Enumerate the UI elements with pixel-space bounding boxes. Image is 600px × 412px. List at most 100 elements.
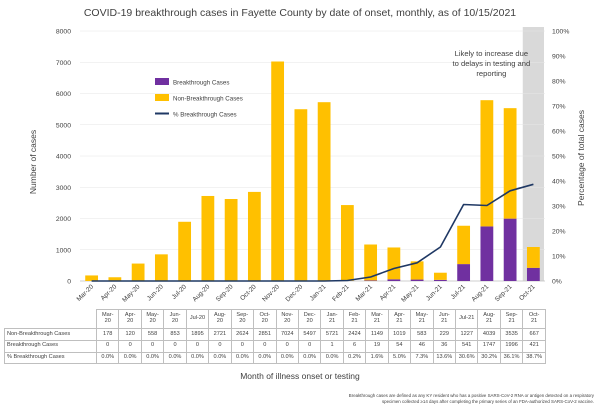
- table-col-header: Dec- 20: [297, 309, 322, 329]
- table-cell: 1747: [477, 339, 501, 353]
- bar-breakthrough: [387, 279, 401, 281]
- y-axis-label: Number of cases: [28, 130, 38, 194]
- bar-non-breakthrough: [526, 247, 540, 268]
- table-col-header: May- 20: [140, 309, 165, 329]
- table-cell: 1996: [499, 339, 524, 353]
- y2-tick-label: 40%: [552, 179, 566, 186]
- bar-breakthrough: [433, 279, 447, 281]
- y-tick-label: 8000: [56, 29, 71, 36]
- table-cell: 3535: [499, 328, 524, 341]
- table-cell: 30.2%: [477, 351, 501, 365]
- x-tick-label: Mar-21: [355, 283, 375, 303]
- table-cell: 2721: [208, 328, 232, 341]
- table-cell: 46: [410, 339, 434, 353]
- table-cell: 54: [387, 339, 412, 353]
- x-tick-label: Jan-21: [309, 283, 328, 302]
- table-col-header: Apr- 21: [387, 309, 412, 329]
- y2-tick-label: 20%: [552, 229, 566, 236]
- table-cell: 0.0%: [320, 351, 344, 365]
- table-row: Breakthrough Cases 0 0 0 0 0 0 0 0 0 0 1 6 19 54 46 36 54…: [4, 339, 546, 353]
- table-col-header: Jun- 20: [163, 309, 187, 329]
- table-row-label: % Breakthrough Cases: [4, 351, 97, 365]
- bar-non-breakthrough: [503, 108, 517, 219]
- table-cell: 0.0%: [140, 351, 165, 365]
- table-cell: 0.0%: [230, 351, 255, 365]
- table-col-header: Sep- 21: [499, 309, 524, 329]
- footnote: Breakthrough cases are defined as any KY…: [264, 393, 594, 405]
- bar-breakthrough: [526, 267, 540, 281]
- table-cell: 5.0%: [387, 351, 412, 365]
- table-cell: 0: [163, 339, 187, 353]
- table-col-header: Mar- 21: [365, 309, 389, 329]
- table-cell: 6: [342, 339, 367, 353]
- bar-non-breakthrough: [457, 225, 471, 265]
- bar-layer: [85, 61, 540, 281]
- x-tick-label: Jun-20: [146, 283, 165, 302]
- legend-label: Non-Breakthrough Cases: [173, 96, 243, 103]
- y2-tick-label: 80%: [552, 79, 566, 86]
- bar-non-breakthrough: [201, 195, 215, 281]
- table-cell: 0.0%: [297, 351, 322, 365]
- table-cell: 541: [454, 339, 479, 353]
- table-col-header: Aug- 21: [477, 309, 501, 329]
- y-tick-label: 4000: [56, 154, 71, 161]
- table-cell: 0: [297, 339, 322, 353]
- y-tick-label: 0: [67, 279, 71, 286]
- table-cell: 36.1%: [499, 351, 524, 365]
- table-cell: 30.6%: [454, 351, 479, 365]
- table-col-header: Jun- 21: [432, 309, 457, 329]
- table-col-header: Aug- 20: [208, 309, 232, 329]
- legend-label: Breakthrough Cases: [173, 80, 229, 87]
- table-cell: 0.0%: [95, 351, 120, 365]
- table-cell: 0: [253, 339, 277, 353]
- table-cell: 1895: [185, 328, 210, 341]
- table-cell: 13.6%: [432, 351, 457, 365]
- x-tick-label: Feb-21: [331, 283, 351, 303]
- table-cell: 0: [118, 339, 142, 353]
- bar-non-breakthrough: [317, 102, 331, 281]
- table-col-header: Sep- 20: [230, 309, 255, 329]
- bar-non-breakthrough: [433, 272, 447, 280]
- x-axis-label: Month of illness onset or testing: [240, 371, 360, 381]
- table-cell: 120: [118, 328, 142, 341]
- y2-tick-label: 90%: [552, 54, 566, 61]
- bar-non-breakthrough: [131, 263, 145, 281]
- table-cell: 0: [95, 339, 120, 353]
- table-cell: 0: [230, 339, 255, 353]
- table-cell: 5497: [297, 328, 322, 341]
- bar-non-breakthrough: [154, 254, 168, 281]
- table-col-header: May- 21: [410, 309, 434, 329]
- table-cell: 0.0%: [163, 351, 187, 365]
- y2-tick-label: 0%: [552, 279, 562, 286]
- table-cell: 5721: [320, 328, 344, 341]
- y-tick-label: 3000: [56, 185, 71, 192]
- table-cell: 0.2%: [342, 351, 367, 365]
- table-col-header: Mar- 20: [95, 309, 120, 329]
- table-cell: 7024: [275, 328, 299, 341]
- bar-non-breakthrough: [294, 109, 308, 281]
- line-layer: [91, 183, 534, 282]
- table-col-header: Jan- 21: [320, 309, 344, 329]
- y2-tick-label: 10%: [552, 254, 566, 261]
- table-cell: 0.0%: [208, 351, 232, 365]
- bar-non-breakthrough: [247, 191, 261, 281]
- y2-tick-label: 30%: [552, 204, 566, 211]
- table-col-header: Feb- 21: [342, 309, 367, 329]
- bar-breakthrough: [503, 218, 517, 281]
- table-row: % Breakthrough Cases 0.0% 0.0% 0.0% 0.0% 0.0%…: [4, 351, 546, 365]
- legend-swatch: [155, 94, 169, 101]
- y2-tick-label: 50%: [552, 154, 566, 161]
- x-tick-label: Apr-21: [379, 283, 398, 302]
- footnote-line: specimen collected ≥14 days after comple…: [381, 399, 594, 404]
- x-tick-label: Oct-21: [518, 283, 537, 302]
- table-cell: 229: [432, 328, 457, 341]
- table-cell: 853: [163, 328, 187, 341]
- table-cell: 667: [522, 328, 546, 341]
- table-col-header: Oct- 21: [522, 309, 546, 329]
- y2-tick-label: 60%: [552, 129, 566, 136]
- table-cell: 421: [522, 339, 546, 353]
- table-cell: 583: [410, 328, 434, 341]
- table-col-header: Jul-20: [185, 309, 210, 329]
